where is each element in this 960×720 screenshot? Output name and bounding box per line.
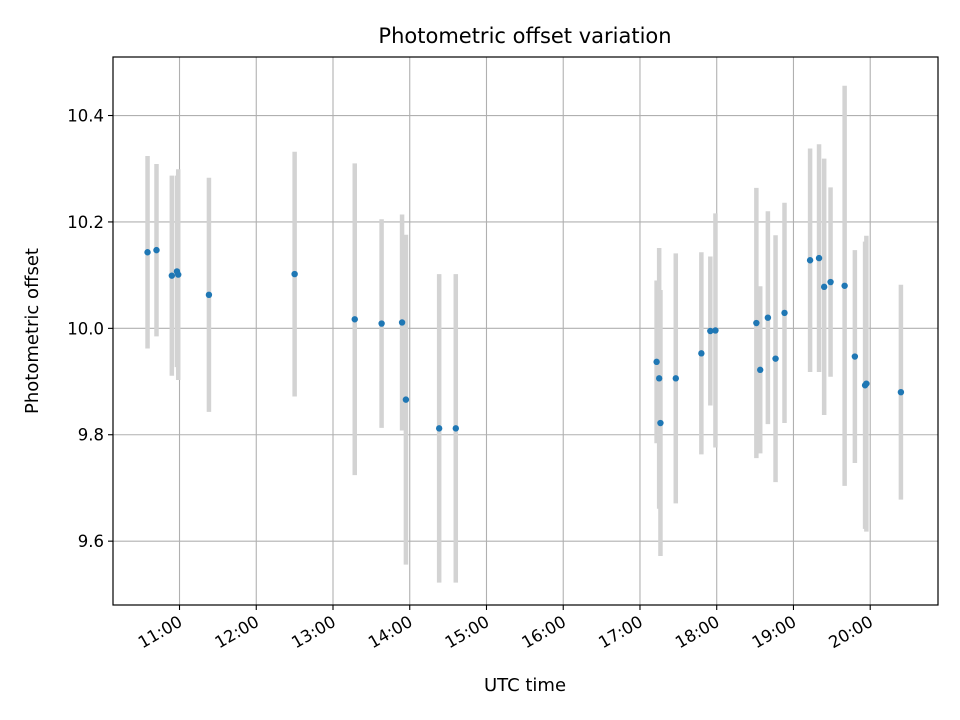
data-point [712, 327, 719, 334]
data-point [168, 272, 176, 279]
data-point [452, 425, 459, 432]
data-point [781, 309, 788, 317]
data-point [698, 350, 705, 357]
data-point [655, 375, 663, 382]
y-tick-label: 10.4 [67, 107, 104, 126]
data-point [897, 388, 905, 396]
y-tick-label: 9.8 [78, 426, 104, 445]
data-point [175, 271, 182, 278]
data-point [402, 396, 410, 403]
data-point [764, 314, 772, 321]
chart-title: Photometric offset variation [378, 24, 671, 48]
data-point [378, 320, 385, 327]
data-point [841, 282, 848, 289]
data-points [144, 246, 905, 432]
data-point [806, 257, 814, 264]
data-point [753, 319, 760, 327]
data-point [351, 316, 358, 323]
data-point [144, 249, 151, 256]
data-point [772, 355, 779, 362]
data-point [435, 425, 443, 432]
data-point [820, 283, 828, 291]
data-point [291, 270, 298, 278]
x-axis-label: UTC time [484, 675, 566, 696]
data-point [398, 319, 406, 326]
data-point [815, 254, 823, 262]
plot-frame [112, 56, 939, 606]
data-point [863, 380, 870, 387]
y-axis-label: Photometric offset [22, 248, 43, 414]
data-point [672, 375, 679, 382]
y-tick-label: 10.2 [67, 213, 104, 232]
data-point [653, 358, 660, 366]
data-point [205, 291, 213, 299]
data-point [827, 278, 834, 286]
y-tick-label: 9.6 [78, 532, 104, 551]
y-tick-label: 10.0 [67, 319, 104, 338]
data-point [851, 353, 859, 360]
data-point [657, 419, 664, 427]
grid [113, 57, 938, 605]
y-axis-ticks: 9.6 9.8 10.0 10.2 10.4 [67, 107, 113, 551]
data-point [707, 327, 714, 335]
data-point [757, 366, 764, 374]
data-point [153, 246, 160, 254]
